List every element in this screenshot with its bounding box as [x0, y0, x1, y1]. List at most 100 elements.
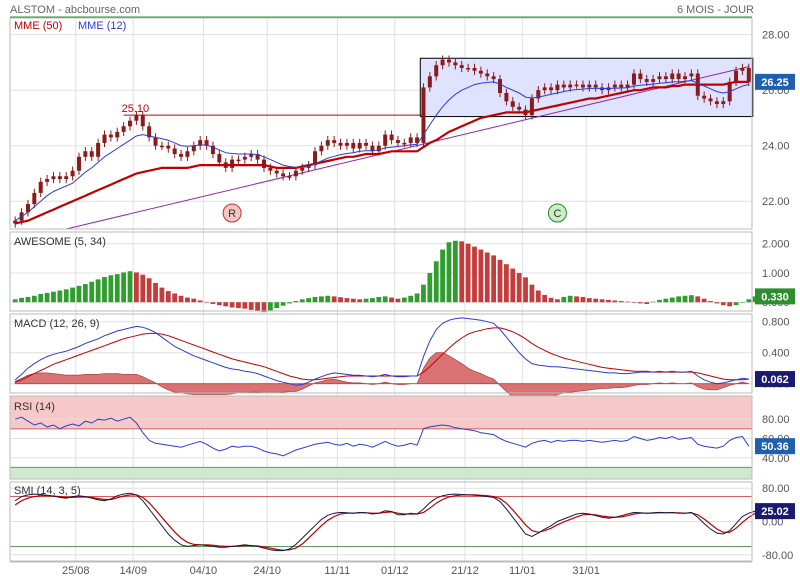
y-tick-label: 0.800	[762, 317, 790, 329]
candle-body	[408, 137, 413, 143]
ao-bar	[274, 302, 280, 309]
ao-bar	[44, 292, 50, 303]
candle-body	[504, 92, 509, 102]
ao-bar	[338, 297, 343, 303]
ao-bar	[650, 301, 656, 303]
ao-bar	[255, 302, 261, 311]
trend-line	[66, 66, 749, 230]
ao-bar	[727, 302, 733, 307]
ao-title: AWESOME (5, 34)	[14, 236, 106, 248]
x-tick-label: 21/12	[451, 565, 479, 577]
panel-frame-ao	[9, 231, 753, 312]
ao-bar	[280, 302, 286, 306]
candle-body	[485, 73, 490, 77]
candle-body	[491, 76, 496, 80]
ao-bar	[472, 246, 477, 303]
ao-bar	[421, 284, 426, 303]
panel-frame-price	[9, 17, 753, 230]
ao-bar	[484, 252, 490, 303]
candle-body	[172, 148, 177, 155]
candle-body	[268, 167, 273, 171]
ao-bar	[701, 298, 707, 303]
candle-body	[708, 98, 713, 102]
candle-body	[38, 181, 43, 193]
last-value-badge-bg	[755, 288, 795, 305]
candle-body	[651, 79, 656, 82]
x-tick-label: 24/10	[253, 565, 281, 577]
ao-bar	[242, 302, 248, 309]
panel-frame-rsi	[9, 395, 753, 480]
ao-bar	[714, 302, 720, 304]
candle-body	[115, 131, 120, 138]
candle-body	[421, 87, 426, 143]
candle-body	[453, 62, 458, 66]
x-tick-label: 14/09	[119, 565, 147, 577]
ao-bar	[25, 296, 31, 303]
candle-body	[740, 67, 745, 71]
candle-body	[702, 95, 707, 99]
x-tick-label: 25/08	[62, 565, 90, 577]
ao-bar	[555, 299, 560, 303]
y-tick-label: 40.00	[762, 453, 790, 465]
candle-body	[498, 79, 503, 93]
candle-body	[338, 142, 343, 146]
candle-body	[593, 84, 598, 88]
ao-bar	[376, 296, 382, 303]
candle-body	[281, 173, 286, 177]
x-tick-label: 31/01	[572, 565, 600, 577]
ao-bar	[70, 287, 76, 303]
ao-bar	[491, 255, 497, 303]
y-tick-label: 0.00	[762, 517, 783, 529]
x-tick-label: 11/01	[509, 565, 536, 577]
mme-50-line	[14, 80, 749, 225]
candle-body	[529, 98, 534, 116]
ao-bar	[19, 297, 24, 303]
ao-bar	[344, 298, 350, 303]
ao-bar	[580, 296, 586, 303]
ao-bar	[414, 293, 420, 303]
rsi-oversold-zone	[10, 467, 752, 479]
ao-bar	[223, 302, 229, 307]
candle-body	[587, 84, 592, 88]
rsi-title: RSI (14)	[14, 401, 55, 413]
ao-bar	[204, 302, 209, 303]
candle-body	[300, 167, 305, 171]
last-value-badge-bg	[755, 503, 795, 520]
ao-bar	[708, 301, 713, 303]
ao-bar	[523, 277, 528, 303]
ao-bar	[625, 301, 631, 303]
candle-body	[217, 154, 222, 163]
last-value-badge: 0.330	[761, 291, 789, 303]
y-tick-label: 1.000	[762, 268, 790, 280]
ao-bar	[561, 296, 567, 303]
ao-bar	[663, 298, 669, 303]
candle-body	[434, 65, 439, 77]
candle-body	[357, 142, 362, 149]
y-tick-label: 22.00	[762, 196, 790, 208]
ao-bar	[82, 284, 88, 303]
x-tick-label: 04/10	[190, 565, 218, 577]
ao-bar	[465, 243, 471, 303]
candle-body	[427, 76, 432, 88]
candle-body	[440, 59, 445, 66]
candle-body	[676, 73, 681, 80]
last-value-badge-bg	[755, 438, 795, 455]
candle-body	[255, 154, 260, 160]
candle-body	[395, 140, 400, 143]
candle-body	[510, 101, 515, 107]
candle-body	[236, 159, 241, 162]
ao-bar	[57, 290, 63, 303]
ao-bar	[318, 296, 324, 303]
ao-bar	[210, 302, 216, 304]
ao-bar	[395, 298, 401, 303]
candle-body	[159, 145, 164, 148]
ao-bar	[89, 281, 95, 303]
candle-body	[657, 76, 662, 80]
candle-body	[293, 170, 298, 177]
smi-line	[14, 492, 756, 552]
candle-body	[689, 73, 694, 77]
candle-body	[191, 145, 196, 152]
ao-bar	[287, 302, 292, 304]
ao-bar	[408, 295, 414, 303]
ao-bar	[535, 290, 541, 303]
